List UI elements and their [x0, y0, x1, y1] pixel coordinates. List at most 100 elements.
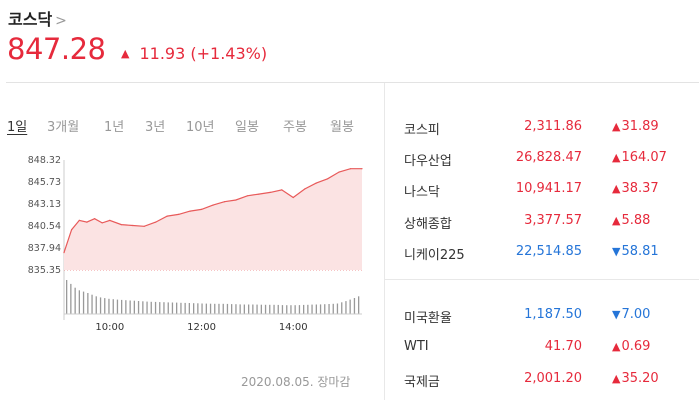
volume-bar [332, 303, 334, 314]
price-point [178, 213, 180, 215]
price-point [200, 208, 203, 210]
volume-bar [121, 299, 123, 314]
chevron-right-icon: > [55, 13, 67, 29]
price-point [327, 178, 329, 180]
tab-3y[interactable]: 3년 [145, 120, 166, 135]
market-delta-value: 0.69 [621, 339, 651, 354]
tab-10y[interactable]: 10년 [186, 120, 215, 135]
volume-bar [294, 305, 296, 314]
index-change-value: 11.93 (+1.43%) [139, 44, 268, 63]
price-point [349, 168, 352, 170]
volume-bar [129, 300, 131, 314]
volume-bar [226, 303, 229, 314]
index-price: 847.28 [7, 32, 106, 66]
market-row[interactable]: 코스피 2,311.86 ▲31.89 [404, 119, 694, 139]
volume-bar [180, 302, 182, 314]
market-delta-value: 5.88 [621, 213, 651, 228]
tab-monthly[interactable]: 월봉 [330, 120, 354, 135]
volume-bar [277, 304, 279, 314]
price-point [109, 219, 111, 221]
market-delta-value: 164.07 [621, 150, 667, 165]
volume-bar [171, 302, 174, 314]
market-row[interactable]: 국제금 2,001.20 ▲35.20 [404, 371, 694, 391]
volume-bar [205, 303, 207, 314]
volume-bar [286, 305, 288, 314]
market-value: 1,187.50 [524, 307, 582, 322]
up-arrow-icon: ▲ [612, 372, 621, 385]
up-arrow-icon: ▲ [121, 47, 130, 60]
volume-bar [188, 303, 190, 314]
price-point [281, 189, 283, 191]
market-delta-value: 31.89 [621, 119, 659, 134]
price-point [78, 219, 80, 221]
price-point [338, 171, 340, 173]
volume-bar [290, 305, 292, 314]
price-point [315, 182, 317, 184]
market-name: 상해종합 [404, 217, 452, 232]
volume-bar [159, 302, 161, 314]
market-row[interactable]: 나스닥 10,941.17 ▲38.37 [404, 181, 694, 201]
volume-bar [91, 294, 93, 314]
volume-bar [66, 280, 68, 314]
market-row[interactable]: 니케이225 22,514.85 ▼58.81 [404, 244, 694, 264]
volume-bar [252, 304, 254, 314]
tab-weekly[interactable]: 주봉 [283, 120, 307, 135]
tab-daily[interactable]: 일봉 [235, 120, 259, 135]
volume-bar [146, 301, 148, 314]
table-divider [384, 279, 699, 280]
volume-bar [209, 303, 212, 314]
market-name: 니케이225 [404, 248, 465, 263]
volume-bar [154, 301, 157, 314]
index-header: 코스닥 > 847.28 ▲ 11.93 (+1.43%) [0, 0, 699, 82]
volume-bar [243, 304, 245, 314]
volume-bar [125, 300, 127, 314]
volume-bar [142, 301, 144, 314]
price-point [189, 210, 191, 212]
volume-bar [231, 304, 233, 314]
intraday-chart: 848.32 845.73 843.13 840.54 837.94 835.35 10:0… [28, 155, 363, 333]
volume-bar [239, 304, 241, 314]
volume-bar [358, 296, 360, 314]
volume-bar [303, 304, 305, 314]
volume-bar [163, 302, 165, 314]
market-delta-value: 38.37 [621, 181, 659, 196]
volume-bar [273, 304, 275, 314]
tab-1d[interactable]: 1일 [7, 120, 28, 135]
x-tick-label: 12:00 [187, 322, 216, 333]
tab-3m[interactable]: 3개월 [47, 120, 80, 135]
market-name: 나스닥 [404, 185, 440, 200]
volume-bar [184, 302, 186, 314]
market-value: 26,828.47 [515, 150, 582, 165]
market-delta: ▼7.00 [612, 307, 650, 322]
tab-1y[interactable]: 1년 [104, 120, 125, 135]
price-point [223, 201, 226, 203]
price-point [86, 221, 88, 223]
market-value: 2,001.20 [524, 371, 582, 386]
volume-bar [87, 293, 89, 314]
market-row[interactable]: 상해종합 3,377.57 ▲5.88 [404, 213, 694, 233]
volume-bar [137, 301, 140, 314]
volume-bar [328, 304, 330, 314]
volume-bar [260, 304, 262, 314]
volume-bar [78, 290, 80, 314]
market-delta: ▲31.89 [612, 119, 659, 134]
volume-bar [133, 300, 135, 314]
volume-bar [197, 303, 199, 314]
volume-bar [193, 303, 195, 314]
price-point [212, 204, 214, 206]
volume-bar [108, 298, 110, 314]
price-point [235, 199, 237, 201]
market-name: 코스피 [404, 123, 440, 138]
volume-bar [315, 304, 317, 314]
market-row[interactable]: 다우산업 26,828.47 ▲164.07 [404, 150, 694, 170]
price-area [64, 168, 362, 270]
y-tick-label: 840.54 [28, 221, 61, 232]
index-title-link[interactable]: 코스닥 > [8, 6, 67, 30]
market-row[interactable]: WTI 41.70 ▲0.69 [404, 339, 694, 359]
price-point [63, 252, 65, 254]
price-point [155, 221, 157, 223]
volume-bar [264, 304, 267, 314]
market-value: 22,514.85 [515, 244, 582, 259]
volume-bar [167, 302, 169, 314]
market-row[interactable]: 미국환율 1,187.50 ▼7.00 [404, 307, 694, 327]
